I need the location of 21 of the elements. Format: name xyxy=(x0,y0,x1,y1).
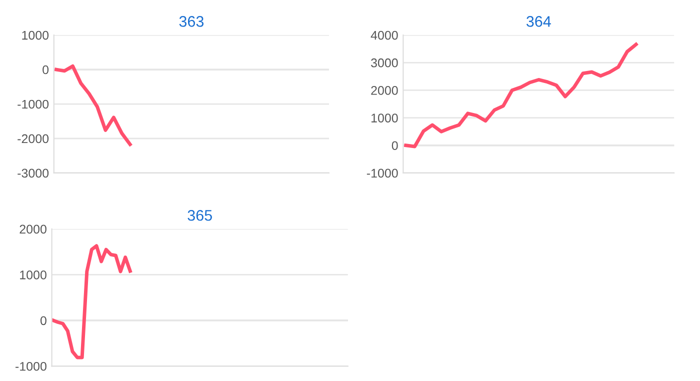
y-tick-label: 1000 xyxy=(371,114,398,122)
y-tick-label: 0 xyxy=(392,141,398,150)
y-tick-label: 0 xyxy=(40,316,46,326)
chart-title: 363 xyxy=(179,16,204,27)
y-tick-label: 3000 xyxy=(371,58,398,68)
y-tick-label: 1000 xyxy=(22,30,49,40)
y-tick-label: 4000 xyxy=(370,30,398,40)
line-series xyxy=(52,244,132,360)
y-tick-label: 0 xyxy=(42,65,49,74)
y-tick-label: 2000 xyxy=(371,86,398,95)
chart-title: 364 xyxy=(526,16,551,27)
y-tick-label: -1000 xyxy=(16,362,46,371)
y-tick-label: -1000 xyxy=(366,168,398,178)
y-tick-label: 2000 xyxy=(20,224,46,234)
y-tick-label: -3000 xyxy=(18,168,49,178)
line-series xyxy=(54,64,132,146)
line-series xyxy=(404,42,638,148)
y-tick-label: -2000 xyxy=(18,134,49,144)
y-tick-label: 1000 xyxy=(20,270,46,280)
chart-title: 365 xyxy=(188,210,212,221)
y-tick-label: -1000 xyxy=(18,100,49,109)
